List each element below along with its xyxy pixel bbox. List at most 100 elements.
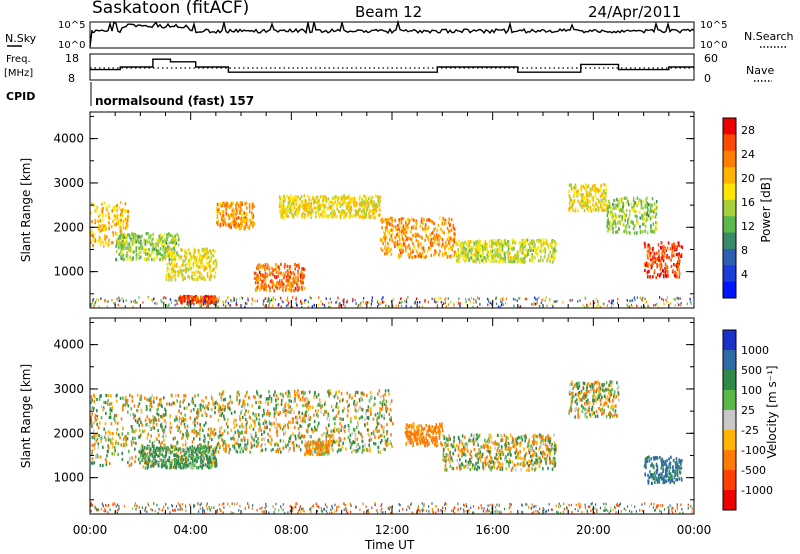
data-cell <box>108 227 110 231</box>
data-cell <box>419 301 421 304</box>
data-cell <box>601 191 603 195</box>
data-cell <box>409 253 411 257</box>
data-cell <box>129 413 132 417</box>
data-cell <box>598 189 600 193</box>
data-cell <box>372 209 374 213</box>
data-cell <box>125 238 128 242</box>
data-cell <box>502 241 505 245</box>
data-cell <box>199 258 201 262</box>
data-cell <box>386 223 388 228</box>
data-cell <box>155 423 158 427</box>
data-cell <box>358 416 361 421</box>
data-cell <box>240 296 243 299</box>
data-cell <box>133 233 136 237</box>
data-cell <box>233 219 236 223</box>
data-cell <box>379 301 381 305</box>
data-cell <box>207 447 209 451</box>
data-cell <box>394 218 396 222</box>
data-cell <box>168 247 170 251</box>
data-cell <box>208 295 211 299</box>
data-cell <box>467 246 469 250</box>
data-cell <box>197 448 199 452</box>
nsearch-tick-top: 10^5 <box>700 20 727 31</box>
data-cell <box>133 239 136 243</box>
data-cell <box>286 264 289 268</box>
data-cell <box>544 255 546 259</box>
data-cell <box>323 214 326 218</box>
data-cell <box>215 459 217 463</box>
data-cell <box>109 408 112 412</box>
data-cell <box>405 246 407 250</box>
data-cell <box>208 447 211 451</box>
data-cell <box>119 200 122 205</box>
data-cell <box>228 217 231 221</box>
data-cell <box>611 223 614 227</box>
data-cell <box>356 201 358 205</box>
data-cell <box>146 398 148 402</box>
data-cell <box>482 251 484 255</box>
data-cell <box>448 217 451 221</box>
data-cell <box>220 215 223 219</box>
data-cell <box>396 242 399 246</box>
data-cell <box>404 239 406 243</box>
data-cell <box>533 302 535 305</box>
data-cell <box>265 288 268 292</box>
data-cell <box>115 244 117 248</box>
data-cell <box>603 208 606 212</box>
data-cell <box>268 397 270 401</box>
data-cell <box>373 202 375 206</box>
data-cell <box>178 409 180 413</box>
data-cell <box>310 215 312 219</box>
data-cell <box>177 461 179 465</box>
data-cell <box>416 255 418 259</box>
data-cell <box>144 461 147 465</box>
colorbar-swatch <box>723 265 736 283</box>
data-cell <box>655 227 658 231</box>
data-cell <box>233 213 235 217</box>
data-cell <box>243 211 245 215</box>
data-cell <box>164 256 167 261</box>
data-cell <box>165 275 168 279</box>
data-cell <box>164 237 166 242</box>
data-cell <box>338 209 340 214</box>
data-cell <box>263 412 265 416</box>
cpid-row: CPID normalsound (fast) 157 <box>6 82 254 108</box>
data-cell <box>652 262 654 266</box>
data-cell <box>125 398 127 402</box>
data-cell <box>415 221 418 225</box>
data-cell <box>120 233 122 237</box>
data-cell <box>140 245 142 249</box>
data-cell <box>636 215 638 219</box>
data-cell <box>148 296 150 300</box>
data-cell <box>388 221 390 225</box>
data-cell <box>528 242 530 246</box>
data-cell <box>122 426 124 430</box>
data-cell <box>544 238 547 242</box>
data-cell <box>225 443 227 447</box>
data-cell <box>650 266 653 270</box>
data-cell <box>652 214 654 218</box>
data-cell <box>670 302 672 305</box>
data-cell <box>377 199 379 204</box>
data-cell <box>208 466 210 470</box>
data-cell <box>193 464 195 468</box>
data-cell <box>106 394 109 398</box>
data-cell <box>97 239 100 243</box>
data-cell <box>541 238 544 242</box>
data-cell <box>390 247 392 252</box>
data-cell <box>233 444 235 448</box>
data-cell <box>179 451 182 455</box>
data-cell <box>540 249 543 253</box>
data-cell <box>245 426 248 430</box>
data-cell <box>140 451 143 455</box>
data-cell <box>161 459 163 463</box>
data-cell <box>164 444 166 448</box>
data-cell <box>126 243 129 247</box>
data-cell <box>295 208 297 212</box>
data-cell <box>326 207 329 211</box>
data-cell <box>210 253 213 257</box>
data-cell <box>217 441 220 445</box>
data-cell <box>176 238 178 242</box>
data-cell <box>615 216 618 220</box>
data-cell <box>198 297 200 300</box>
